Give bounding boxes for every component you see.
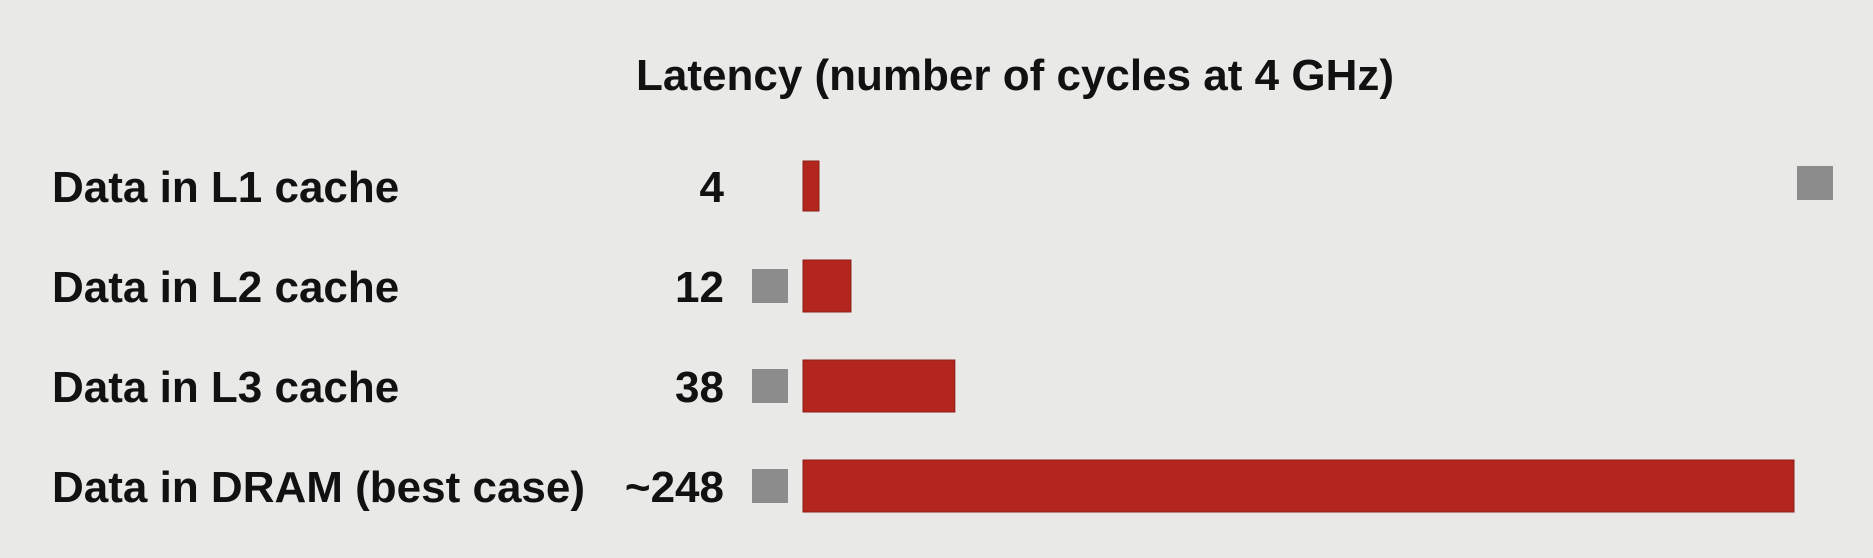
- category-label: Data in DRAM (best case): [52, 463, 585, 512]
- bar: [802, 160, 820, 212]
- chart-rows: Data in L1 cache 4 Data in L2 cache 12 Data …: [52, 160, 1795, 513]
- row-marker: [752, 369, 788, 403]
- chart-title: Latency (number of cycles at 4 GHz): [636, 51, 1394, 100]
- row-marker: [752, 469, 788, 503]
- bar: [802, 359, 956, 413]
- bar: [802, 259, 852, 313]
- value-label: 12: [675, 263, 724, 312]
- category-label: Data in L2 cache: [52, 263, 399, 312]
- category-label: Data in L1 cache: [52, 163, 399, 212]
- bar: [802, 459, 1795, 513]
- value-label: 38: [675, 363, 724, 412]
- category-label: Data in L3 cache: [52, 363, 399, 412]
- value-label: 4: [700, 163, 725, 212]
- row-marker: [752, 269, 788, 303]
- value-label: ~248: [625, 463, 724, 512]
- corner-marker: [1797, 166, 1833, 200]
